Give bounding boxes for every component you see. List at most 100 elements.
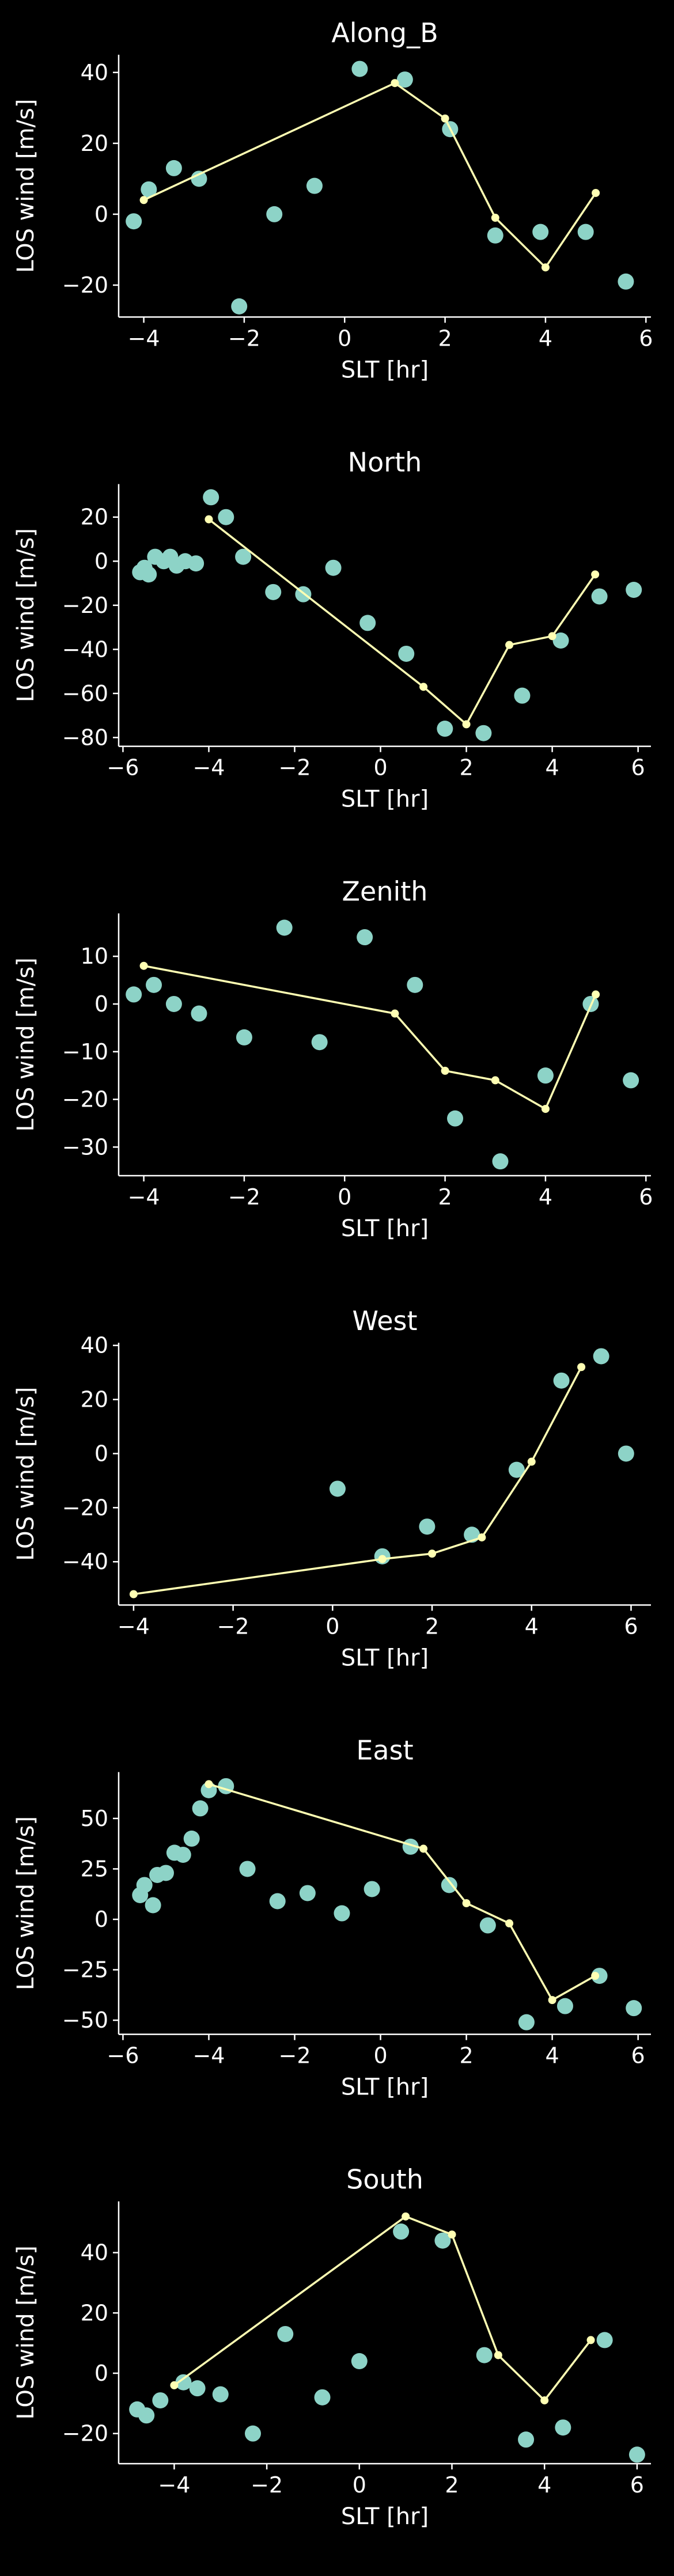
data-point — [192, 1800, 209, 1817]
series-line — [173, 2215, 592, 2402]
line-marker — [505, 641, 514, 649]
y-tick-label: 20 — [81, 1387, 108, 1412]
data-point — [441, 1877, 457, 1893]
series-line — [143, 82, 597, 269]
line-marker — [491, 1076, 499, 1085]
data-point — [152, 2392, 169, 2409]
y-tick-label: −10 — [62, 1039, 108, 1065]
x-tick-label: 4 — [539, 325, 552, 351]
data-point — [183, 1830, 200, 1847]
line-marker — [527, 1457, 536, 1466]
y-tick-label: 40 — [81, 2240, 108, 2266]
data-point — [218, 509, 234, 525]
data-point — [212, 2386, 229, 2403]
line-marker — [591, 1972, 600, 1980]
data-point — [165, 160, 182, 176]
data-point — [231, 298, 248, 315]
data-point — [141, 181, 157, 198]
x-tick-label: 0 — [325, 1613, 339, 1639]
x-axis-label: SLT [hr] — [341, 1645, 429, 1671]
line-marker — [494, 2351, 502, 2359]
y-tick-label: 40 — [81, 60, 108, 85]
x-tick-label: −2 — [228, 325, 260, 351]
line-marker — [548, 1996, 556, 2005]
y-tick-label: −30 — [62, 1134, 108, 1160]
data-point — [299, 1885, 316, 1901]
line-marker — [462, 720, 471, 729]
data-point — [146, 976, 162, 993]
y-tick-label: −20 — [62, 593, 108, 618]
data-point — [552, 632, 569, 649]
y-tick-label: 20 — [81, 131, 108, 156]
chart-title: South — [346, 2164, 423, 2195]
y-axis-label: LOS wind [m/s] — [13, 99, 39, 273]
y-tick-label: −20 — [62, 2421, 108, 2446]
x-tick-label: 0 — [353, 2472, 366, 2498]
line-marker — [378, 1555, 387, 1563]
data-point — [306, 177, 323, 194]
data-point — [265, 584, 282, 600]
x-tick-label: −2 — [217, 1613, 249, 1639]
y-tick-label: 0 — [94, 548, 108, 574]
line-marker — [139, 961, 148, 970]
chart-title: West — [352, 1305, 417, 1336]
x-tick-label: −4 — [128, 1184, 160, 1210]
series-line — [143, 965, 597, 1111]
x-tick-label: 0 — [338, 1184, 351, 1210]
line-marker — [541, 263, 550, 272]
x-tick-label: 6 — [631, 755, 645, 781]
x-tick-label: −2 — [279, 2043, 311, 2069]
line-marker — [505, 1919, 514, 1928]
data-point — [189, 2380, 206, 2397]
data-point — [276, 919, 293, 936]
y-tick-label: −50 — [62, 2007, 108, 2033]
data-point — [363, 1881, 380, 1897]
x-tick-label: −4 — [192, 755, 225, 781]
line-marker — [541, 1105, 550, 1113]
line-marker — [205, 515, 213, 524]
y-axis-label: LOS wind [m/s] — [13, 1387, 39, 1561]
data-point — [351, 60, 368, 77]
x-tick-label: 0 — [373, 2043, 387, 2069]
x-tick-label: 2 — [445, 2472, 459, 2498]
line-marker — [577, 1363, 586, 1372]
line-marker — [448, 2230, 456, 2239]
line-marker — [129, 1590, 138, 1598]
y-tick-label: −60 — [62, 681, 108, 706]
line-marker — [428, 1550, 437, 1558]
x-tick-label: −4 — [192, 2043, 225, 2069]
x-tick-label: 0 — [373, 755, 387, 781]
x-axis-label: SLT [hr] — [341, 357, 429, 383]
y-tick-label: 20 — [81, 2300, 108, 2325]
data-point — [325, 559, 342, 576]
y-tick-label: −40 — [62, 1549, 108, 1574]
y-tick-label: 0 — [94, 991, 108, 1017]
data-point — [556, 1998, 573, 2014]
line-marker — [591, 570, 600, 579]
line-marker — [205, 1780, 213, 1789]
x-tick-label: −4 — [158, 2472, 190, 2498]
y-tick-label: −20 — [62, 1495, 108, 1520]
x-axis-label: SLT [hr] — [341, 1215, 429, 1242]
data-point — [553, 1372, 570, 1389]
data-point — [138, 2407, 155, 2424]
x-tick-label: 6 — [639, 325, 653, 351]
data-point — [591, 588, 608, 605]
y-tick-label: −80 — [62, 725, 108, 750]
data-point — [136, 1877, 153, 1893]
x-tick-label: 2 — [438, 1184, 452, 1210]
x-tick-label: −4 — [128, 325, 160, 351]
data-point — [537, 1067, 554, 1084]
data-point — [191, 171, 207, 187]
line-marker — [548, 632, 556, 641]
data-point — [508, 1461, 525, 1478]
x-tick-label: 0 — [338, 325, 351, 351]
line-marker — [419, 1844, 428, 1853]
y-tick-label: 10 — [81, 944, 108, 969]
data-point — [245, 2425, 262, 2442]
data-point — [334, 1905, 350, 1922]
